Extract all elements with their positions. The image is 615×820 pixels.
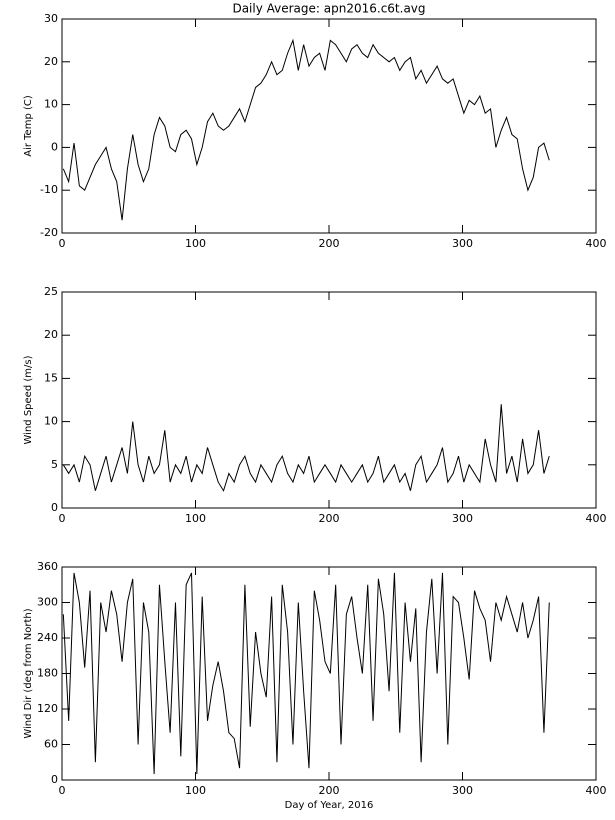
y-tick-label: 0 <box>51 501 58 514</box>
x-tick-label: 200 <box>319 512 340 525</box>
y-tick-label: 180 <box>37 667 58 680</box>
x-tick-label: 200 <box>319 237 340 250</box>
y-tick-label: 10 <box>44 98 58 111</box>
y-axis-label: Air Temp (C) <box>23 95 34 157</box>
data-line <box>62 404 550 492</box>
y-tick-label: 240 <box>37 631 58 644</box>
x-tick-label: 100 <box>185 512 206 525</box>
data-line <box>62 572 550 775</box>
y-tick-label: 360 <box>37 560 58 573</box>
x-tick-label: 0 <box>59 512 66 525</box>
y-tick-label: 300 <box>37 596 58 609</box>
y-tick-label: -10 <box>40 183 58 196</box>
chart-title: Daily Average: apn2016.c6t.avg <box>232 2 425 16</box>
y-tick-label: 15 <box>44 371 58 384</box>
x-tick-label: 400 <box>586 784 607 797</box>
y-axis-label: Wind Speed (m/s) <box>23 355 34 444</box>
plot-frame <box>61 566 597 781</box>
x-tick-label: 300 <box>452 784 473 797</box>
y-tick-label: 30 <box>44 12 58 25</box>
y-tick-label: 20 <box>44 55 58 68</box>
y-tick-label: 5 <box>51 458 58 471</box>
x-tick-label: 0 <box>59 237 66 250</box>
x-tick-label: 300 <box>452 512 473 525</box>
y-tick-label: 25 <box>44 285 58 298</box>
x-tick-label: 300 <box>452 237 473 250</box>
y-tick-label: -20 <box>40 226 58 239</box>
y-tick-label: 20 <box>44 328 58 341</box>
x-tick-label: 400 <box>586 512 607 525</box>
y-tick-label: 0 <box>51 773 58 786</box>
x-tick-label: 0 <box>59 784 66 797</box>
y-tick-label: 120 <box>37 702 58 715</box>
y-tick-label: 0 <box>51 140 58 153</box>
x-tick-label: 100 <box>185 784 206 797</box>
plot-frame <box>61 18 597 234</box>
x-tick-label: 400 <box>586 237 607 250</box>
y-tick-label: 10 <box>44 415 58 428</box>
x-tick-label: 200 <box>319 784 340 797</box>
y-tick-label: 60 <box>44 738 58 751</box>
x-axis-label: Day of Year, 2016 <box>285 800 374 811</box>
y-axis-label: Wind Dir (deg from North) <box>23 608 34 738</box>
x-tick-label: 100 <box>185 237 206 250</box>
data-line <box>62 38 550 221</box>
